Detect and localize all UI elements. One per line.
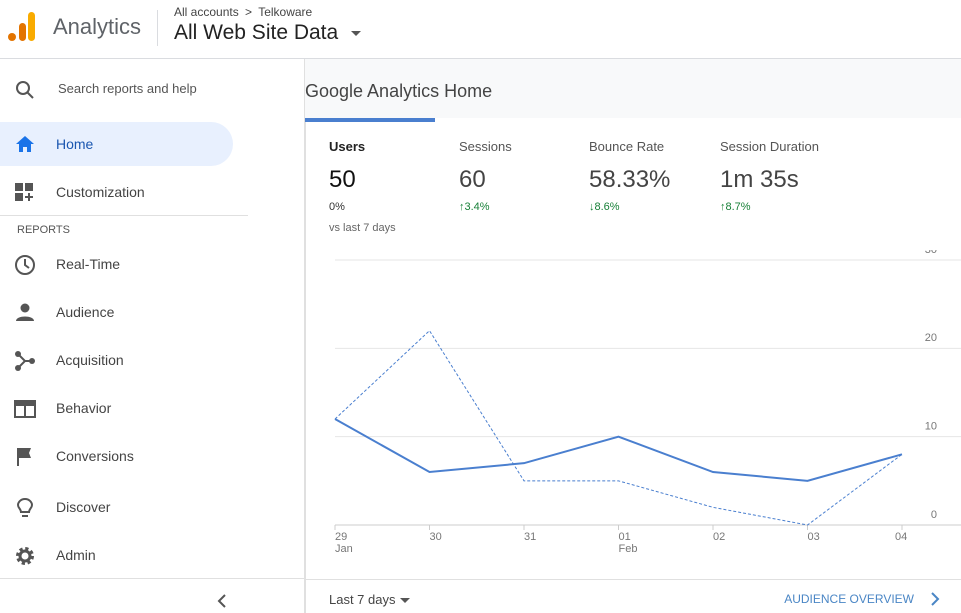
series-line — [334, 418, 903, 482]
page-title: Google Analytics Home — [305, 81, 493, 101]
nav-label: Discover — [56, 499, 111, 515]
nav-item[interactable]: Admin — [0, 533, 233, 577]
nav-label: Admin — [56, 547, 96, 563]
x-tick-label: 01 — [619, 531, 631, 543]
metric-value: 50 — [329, 166, 356, 193]
y-tick-label: 30 — [925, 250, 937, 256]
x-tick-label: 04 — [895, 531, 907, 543]
divider — [157, 10, 158, 46]
active-tab-indicator — [305, 118, 435, 122]
breadcrumb: All accounts > Telkoware — [174, 5, 312, 19]
nav-item[interactable]: Discover — [0, 485, 233, 529]
nav-label: Audience — [56, 304, 115, 320]
search-icon[interactable] — [14, 79, 36, 101]
audience-overview-link[interactable]: AUDIENCE OVERVIEW — [784, 592, 914, 606]
metric-value: 1m 35s — [720, 166, 799, 193]
x-tick-label: 03 — [808, 531, 820, 543]
customization-icon — [15, 183, 33, 201]
nav-item[interactable]: Acquisition — [0, 338, 233, 382]
nav-label: Acquisition — [56, 352, 124, 368]
home-icon — [16, 136, 34, 152]
metric-change: ↓8.6% — [589, 201, 620, 213]
x-tick-label: 02 — [713, 531, 725, 543]
metric-value: 60 — [459, 166, 486, 193]
series-line — [334, 329, 903, 526]
metric-label: Bounce Rate — [589, 139, 665, 154]
header — [0, 0, 961, 59]
y-tick-label: 10 — [925, 421, 937, 433]
nav-item[interactable]: Audience — [0, 290, 233, 334]
separator — [0, 578, 304, 579]
conversions-icon — [17, 448, 31, 466]
discover-icon — [16, 497, 34, 517]
card — [305, 118, 961, 613]
x-tick-label: 30 — [430, 531, 442, 543]
section-label: REPORTS — [17, 224, 70, 236]
admin-icon — [16, 547, 34, 565]
x-month-label: Jan — [335, 543, 353, 555]
nav-item[interactable]: Behavior — [0, 386, 233, 430]
nav-item[interactable]: Real-Time — [0, 242, 233, 286]
nav-label: Behavior — [56, 400, 112, 416]
metric-label: Sessions — [459, 139, 512, 154]
dropdown-arrow[interactable] — [399, 597, 411, 605]
y-tick-label: 0 — [931, 509, 937, 521]
date-range[interactable]: Last 7 days — [329, 592, 396, 607]
x-tick-label: 29 — [335, 531, 347, 543]
logo — [8, 12, 35, 41]
separator — [0, 215, 248, 216]
acquisition-icon — [15, 351, 35, 371]
nav-label: Home — [56, 136, 94, 152]
x-month-label: Feb — [619, 543, 638, 555]
metric-label: Session Duration — [720, 139, 819, 154]
view-selector[interactable]: All Web Site Data — [174, 21, 339, 44]
nav-label: Customization — [56, 184, 145, 200]
product-name: Analytics — [53, 14, 142, 39]
nav-label: Conversions — [56, 448, 134, 464]
metric-label: Users — [329, 139, 366, 154]
breadcrumb-item[interactable]: All accounts — [174, 5, 239, 19]
metric-change: ↑8.7% — [720, 201, 751, 213]
audience-icon — [16, 303, 34, 321]
nav-label: Real-Time — [56, 256, 121, 272]
nav-item[interactable]: Customization — [0, 170, 233, 214]
separator — [305, 579, 961, 580]
metric-value: 58.33% — [589, 166, 671, 193]
chevron: > — [245, 5, 253, 19]
sidebar-border — [304, 59, 305, 613]
x-tick-label: 31 — [524, 531, 536, 543]
metric-note: vs last 7 days — [329, 222, 396, 234]
nav-item[interactable]: Home — [0, 122, 233, 166]
dropdown-arrow[interactable] — [350, 30, 362, 38]
y-tick-label: 20 — [925, 332, 937, 344]
collapse-button[interactable] — [215, 593, 229, 609]
search-box[interactable]: Search reports and help — [58, 81, 197, 96]
nav-item[interactable]: Conversions — [0, 434, 233, 478]
behavior-icon — [14, 400, 36, 418]
link-chevron[interactable] — [929, 591, 941, 607]
realtime-icon — [15, 255, 35, 275]
metric-change: 0% — [329, 201, 345, 213]
metric-change: ↑3.4% — [459, 201, 490, 213]
breadcrumb-item[interactable]: Telkoware — [258, 5, 313, 19]
